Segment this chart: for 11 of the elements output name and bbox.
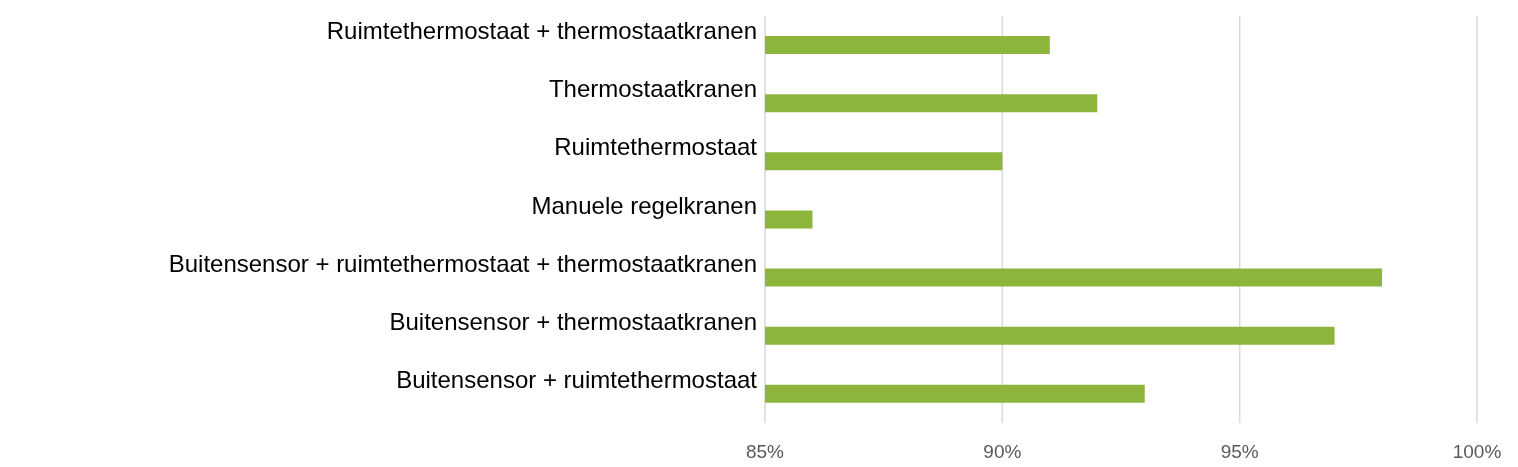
x-tick-label: 85% xyxy=(745,441,785,463)
y-tick-label: Thermostaatkranen xyxy=(548,75,757,103)
y-tick-label: Buitensensor + ruimtethermostaat + thermostaatkranen xyxy=(168,249,757,277)
y-tick-label: Ruimtethermostaat xyxy=(554,133,758,161)
x-tick-label: 90% xyxy=(983,441,1022,463)
x-tick-label: 95% xyxy=(1220,441,1259,463)
y-tick-label: Buitensensor + thermostaatkranen xyxy=(389,307,757,335)
y-tick-label: Manuele regelkranen xyxy=(531,191,757,219)
y-tick-label: Ruimtethermostaat + thermostaatkranen xyxy=(326,17,757,45)
y-tick-label: Buitensensor + ruimtethermostaat xyxy=(396,365,758,393)
x-tick-label: 100% xyxy=(1452,441,1502,463)
